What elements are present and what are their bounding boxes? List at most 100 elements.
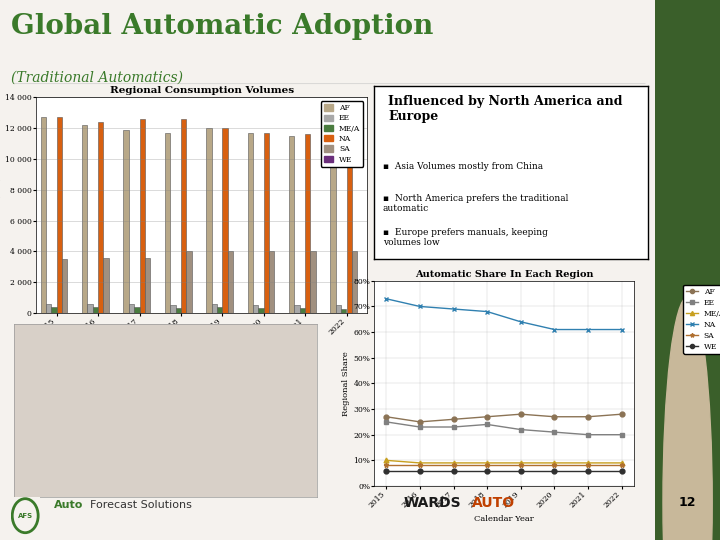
Bar [40,117,46,313]
NA [618,326,626,333]
WE [516,467,525,474]
ME/A [584,460,593,466]
NA [449,306,458,312]
WE [584,467,593,474]
Line: WE: WE [384,468,624,473]
Bar [330,136,336,313]
Text: AFS: AFS [17,512,33,519]
SA [550,462,559,469]
WE [483,467,492,474]
Bar [212,304,217,313]
AF [584,414,593,420]
Bar [206,128,212,313]
EE [584,431,593,438]
SA [516,462,525,469]
EE [516,427,525,433]
X-axis label: Calendar Year: Calendar Year [474,515,534,523]
ME/A [382,457,390,463]
EE [382,418,390,425]
Text: ▪  Europe prefers manuals, keeping
volumes low: ▪ Europe prefers manuals, keeping volume… [382,228,547,247]
Text: AUTO: AUTO [472,496,515,510]
Bar [217,307,222,313]
Bar [181,119,186,313]
Bar [51,307,57,313]
Text: ▪  North America prefers the traditional
automatic: ▪ North America prefers the traditional … [382,193,568,213]
Title: Automatic Share In Each Region: Automatic Share In Each Region [415,269,593,279]
SA [415,462,424,469]
ME/A [550,460,559,466]
Bar [305,134,310,313]
NA [584,326,593,333]
Bar [82,125,87,313]
Bar [46,304,51,313]
ME/A [449,460,458,466]
EE [415,424,424,430]
EE [618,431,626,438]
Bar [87,304,93,313]
Bar [300,308,305,313]
AF [516,411,525,417]
Bar [289,136,294,313]
SA [618,462,626,469]
Bar [170,306,176,313]
Text: WARDS: WARDS [403,496,461,510]
ME/A [516,460,525,466]
Line: EE: EE [384,420,624,437]
AF [449,416,458,422]
Text: Global Automatic Adoption: Global Automatic Adoption [11,14,433,40]
ME/A [483,460,492,466]
SA [584,462,593,469]
Bar [165,133,170,313]
Bar [341,308,346,313]
SA [483,462,492,469]
Bar [248,133,253,313]
NA [483,308,492,315]
Bar [145,258,150,313]
Line: AF: AF [384,411,624,424]
Bar [93,307,98,313]
EE [483,421,492,428]
Bar [264,133,269,313]
WE [550,467,559,474]
Bar [140,119,145,313]
WE [449,467,458,474]
Y-axis label: Regional Share: Regional Share [343,351,351,416]
Bar [228,252,233,313]
SA [382,462,390,469]
Bar [57,117,62,313]
Y-axis label: Volume (000): Volume (000) [0,177,2,233]
EE [550,429,559,435]
Bar [129,304,134,313]
Bar [186,252,192,313]
AF [483,414,492,420]
Bar [269,252,274,313]
Bar [222,128,228,313]
WE [415,467,424,474]
Bar [352,252,357,313]
Bar [123,130,129,313]
Legend: AF, EE, ME/A, NA, SA, WE: AF, EE, ME/A, NA, SA, WE [683,285,720,354]
Bar [104,258,109,313]
Text: Auto: Auto [54,500,84,510]
Text: Forecast Solutions: Forecast Solutions [90,500,192,510]
WE [618,467,626,474]
Title: Regional Consumption Volumes: Regional Consumption Volumes [109,86,294,95]
AF [550,414,559,420]
NA [415,303,424,310]
Bar [253,305,258,313]
ME/A [618,460,626,466]
Bar [294,305,300,313]
Bar [346,137,352,313]
Bar [134,307,140,313]
Line: ME/A: ME/A [384,458,624,465]
Line: SA: SA [384,463,624,468]
Bar [62,259,68,313]
Text: ▪  Asia Volumes mostly from China: ▪ Asia Volumes mostly from China [382,163,543,171]
Circle shape [663,297,712,540]
Bar [310,252,316,313]
SA [449,462,458,469]
Bar [258,308,264,313]
X-axis label: Calendar Year: Calendar Year [169,342,234,352]
NA [516,319,525,325]
Bar [336,306,341,313]
